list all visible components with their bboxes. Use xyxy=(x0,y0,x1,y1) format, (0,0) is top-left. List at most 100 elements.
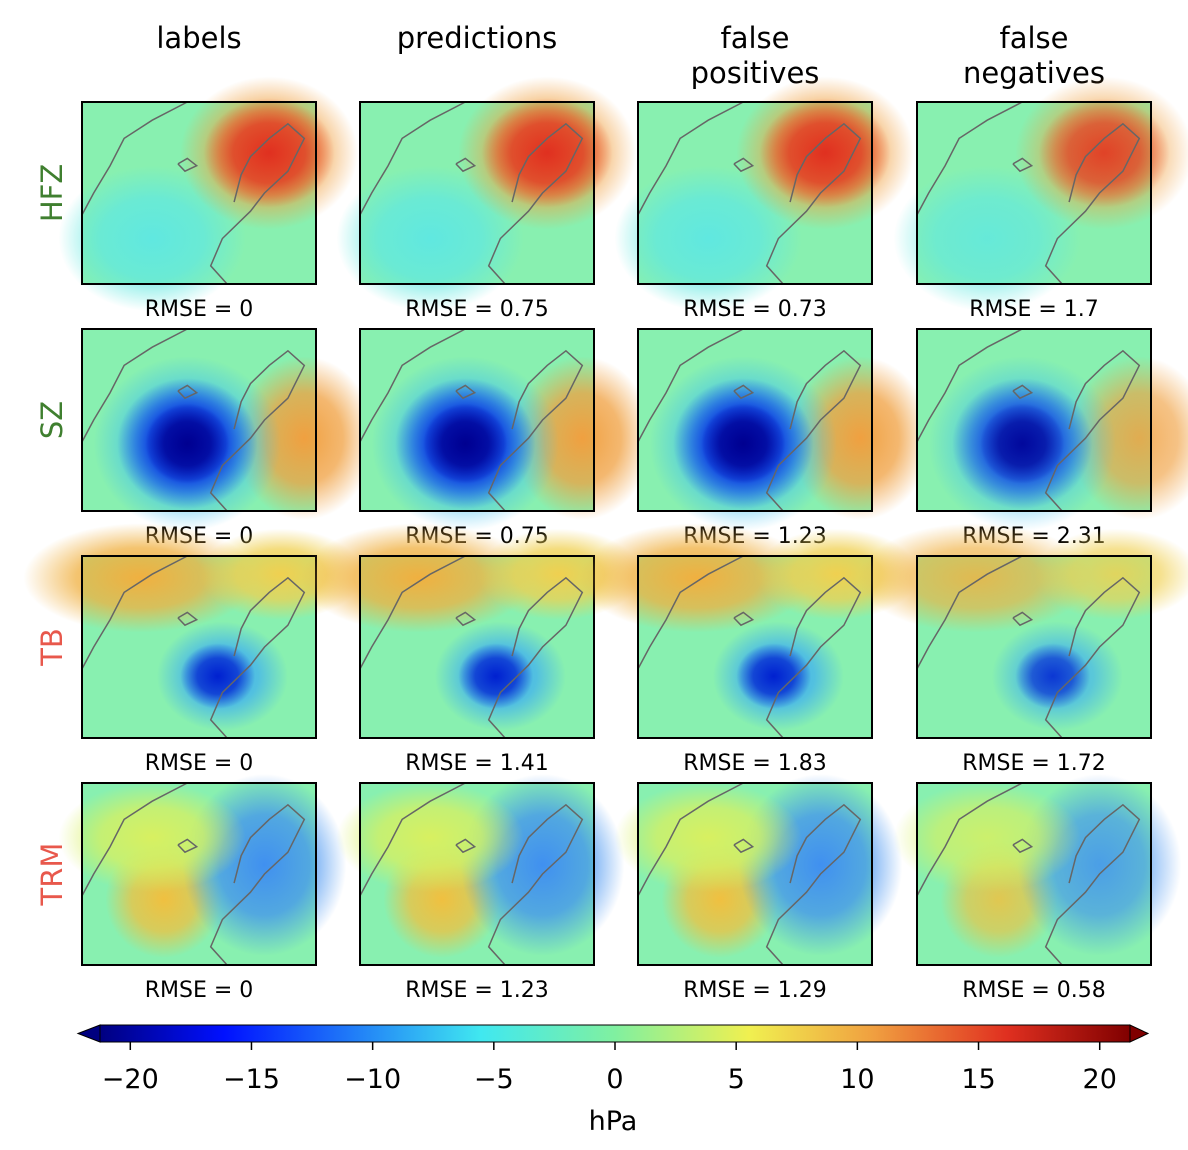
map-frame xyxy=(637,101,873,285)
tick-label: 10 xyxy=(840,1064,874,1095)
map-panel xyxy=(359,328,653,532)
coastline xyxy=(359,782,466,897)
column-title: false positives xyxy=(691,21,820,90)
tick-label: −10 xyxy=(344,1064,401,1095)
pressure-anomaly xyxy=(336,165,524,312)
coastline xyxy=(733,838,755,854)
map-frame xyxy=(81,555,317,739)
pressure-anomaly xyxy=(145,403,230,484)
row-label: HFZ xyxy=(35,164,69,222)
coastline xyxy=(177,611,199,627)
coastline xyxy=(733,611,755,627)
colorbar-label: hPa xyxy=(589,1106,638,1137)
row-label: SZ xyxy=(35,401,69,439)
coastline xyxy=(81,328,188,443)
pressure-anomaly xyxy=(336,783,524,893)
coastline xyxy=(637,555,744,670)
map-frame xyxy=(916,555,1152,739)
pressure-anomaly xyxy=(759,98,891,208)
rmse-label: RMSE = 0.58 xyxy=(962,978,1106,1003)
pressure-anomaly xyxy=(701,403,786,484)
column-title: predictions xyxy=(397,21,558,55)
pressure-anomaly xyxy=(481,98,613,208)
coastline xyxy=(1012,384,1034,400)
map-panel xyxy=(916,328,1188,532)
coastline xyxy=(359,101,466,216)
coastline xyxy=(637,101,744,216)
map-frame xyxy=(359,328,595,512)
map-panel xyxy=(893,773,1182,966)
coastline xyxy=(916,328,1023,443)
map-panel xyxy=(579,523,919,739)
coastline xyxy=(765,803,862,966)
coastline xyxy=(177,157,199,173)
tick-label: 0 xyxy=(606,1064,623,1095)
colorbar-extend-high xyxy=(1129,1024,1150,1043)
map-panel xyxy=(858,523,1188,739)
rmse-label: RMSE = 1.83 xyxy=(683,751,827,776)
coastline xyxy=(487,122,584,285)
map-frame xyxy=(637,782,873,966)
pressure-anomaly xyxy=(423,403,508,484)
rmse-label: RMSE = 0.73 xyxy=(683,297,827,322)
coastline xyxy=(455,611,477,627)
coastline xyxy=(487,349,584,512)
coastline xyxy=(1044,349,1141,512)
map-frame xyxy=(916,101,1152,285)
coastline xyxy=(81,101,188,216)
map-panel xyxy=(637,328,931,532)
coastline xyxy=(1044,122,1141,285)
pressure-anomaly xyxy=(458,643,534,709)
coastline xyxy=(765,122,862,285)
coastline xyxy=(177,384,199,400)
tick-label: 20 xyxy=(1083,1064,1117,1095)
map-frame xyxy=(359,555,595,739)
coastline xyxy=(209,349,306,512)
tick-label: −20 xyxy=(102,1064,159,1095)
coastline xyxy=(455,838,477,854)
coastline xyxy=(1044,576,1141,739)
map-panel xyxy=(58,773,347,966)
coastline xyxy=(209,803,306,966)
column-title: labels xyxy=(156,21,241,55)
coastline xyxy=(209,576,306,739)
coastline xyxy=(916,101,1023,216)
pressure-anomaly xyxy=(1034,528,1188,620)
coastline xyxy=(1012,611,1034,627)
map-frame xyxy=(81,101,317,285)
map-panel xyxy=(893,76,1188,312)
map-panel xyxy=(81,328,375,532)
rmse-label: RMSE = 0 xyxy=(145,751,254,776)
map-frame xyxy=(916,328,1152,512)
map-frame xyxy=(81,782,317,966)
rmse-label: RMSE = 0 xyxy=(145,297,254,322)
coastline xyxy=(1012,157,1034,173)
rmse-label: RMSE = 0.75 xyxy=(405,297,549,322)
rmse-label: RMSE = 1.7 xyxy=(969,297,1099,322)
pressure-anomaly xyxy=(180,643,256,709)
tick-label: 15 xyxy=(961,1064,995,1095)
map-panel xyxy=(58,76,359,312)
coastline xyxy=(637,328,744,443)
coastline xyxy=(765,349,862,512)
coastline xyxy=(81,782,188,897)
coastline xyxy=(916,782,1023,897)
coastline xyxy=(487,803,584,966)
coastline xyxy=(177,838,199,854)
pressure-anomaly xyxy=(893,783,1081,893)
tick-label: −15 xyxy=(223,1064,280,1095)
rmse-label: RMSE = 1.23 xyxy=(405,978,549,1003)
coastline xyxy=(359,328,466,443)
map-frame xyxy=(359,782,595,966)
pressure-anomaly xyxy=(1015,643,1091,709)
coastline xyxy=(733,157,755,173)
coastline xyxy=(81,555,188,670)
coastline xyxy=(455,384,477,400)
pressure-anomaly xyxy=(58,783,246,893)
pressure-anomaly xyxy=(614,783,802,893)
pressure-anomaly xyxy=(203,98,335,208)
pressure-anomaly xyxy=(980,403,1065,484)
pressure-anomaly xyxy=(736,643,812,709)
rmse-label: RMSE = 1.29 xyxy=(683,978,827,1003)
coastline xyxy=(455,157,477,173)
